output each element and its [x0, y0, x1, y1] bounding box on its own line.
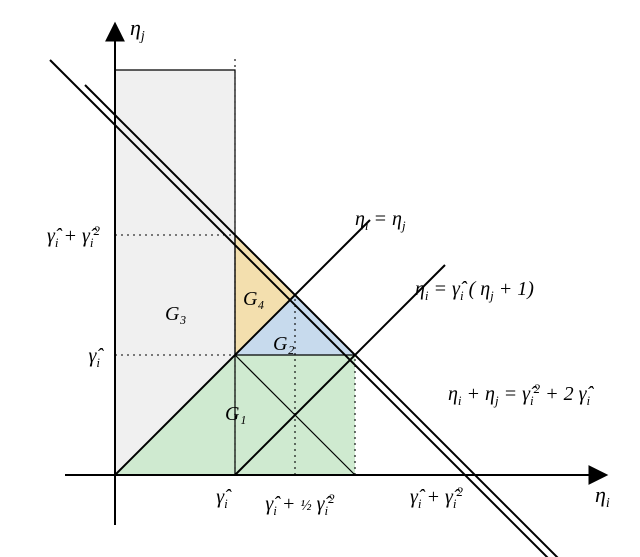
xtick-gamma-sq: γ̂i + γ̂i2	[410, 484, 464, 511]
ytick-gamma: γ̂i	[88, 345, 104, 370]
label-g1: G₁	[225, 403, 246, 425]
eq-gamma: ηi = γ̂i ( ηj + 1)	[415, 278, 534, 303]
label-g3: G₃	[165, 303, 186, 325]
xtick-gamma: γ̂i	[216, 486, 232, 511]
axis-y-label: ηj	[130, 15, 145, 44]
label-g2: G₂	[273, 333, 294, 355]
axis-x-label: ηi	[595, 482, 610, 511]
eq-sum: ηi + ηj = γ̂i2 + 2 γ̂i	[448, 381, 594, 408]
ytick-gamma-sq: γ̂i + γ̂i2	[47, 223, 101, 250]
eq-diag: ηi = ηj	[355, 208, 406, 233]
label-g4: G₄	[243, 288, 264, 310]
region-diagram: G₃ G₄ G₂ G₁ ηi = ηj ηi = γ̂i ( ηj + 1) η…	[0, 0, 640, 557]
xtick-gamma-half: γ̂i + ½ γ̂i2	[265, 491, 335, 518]
